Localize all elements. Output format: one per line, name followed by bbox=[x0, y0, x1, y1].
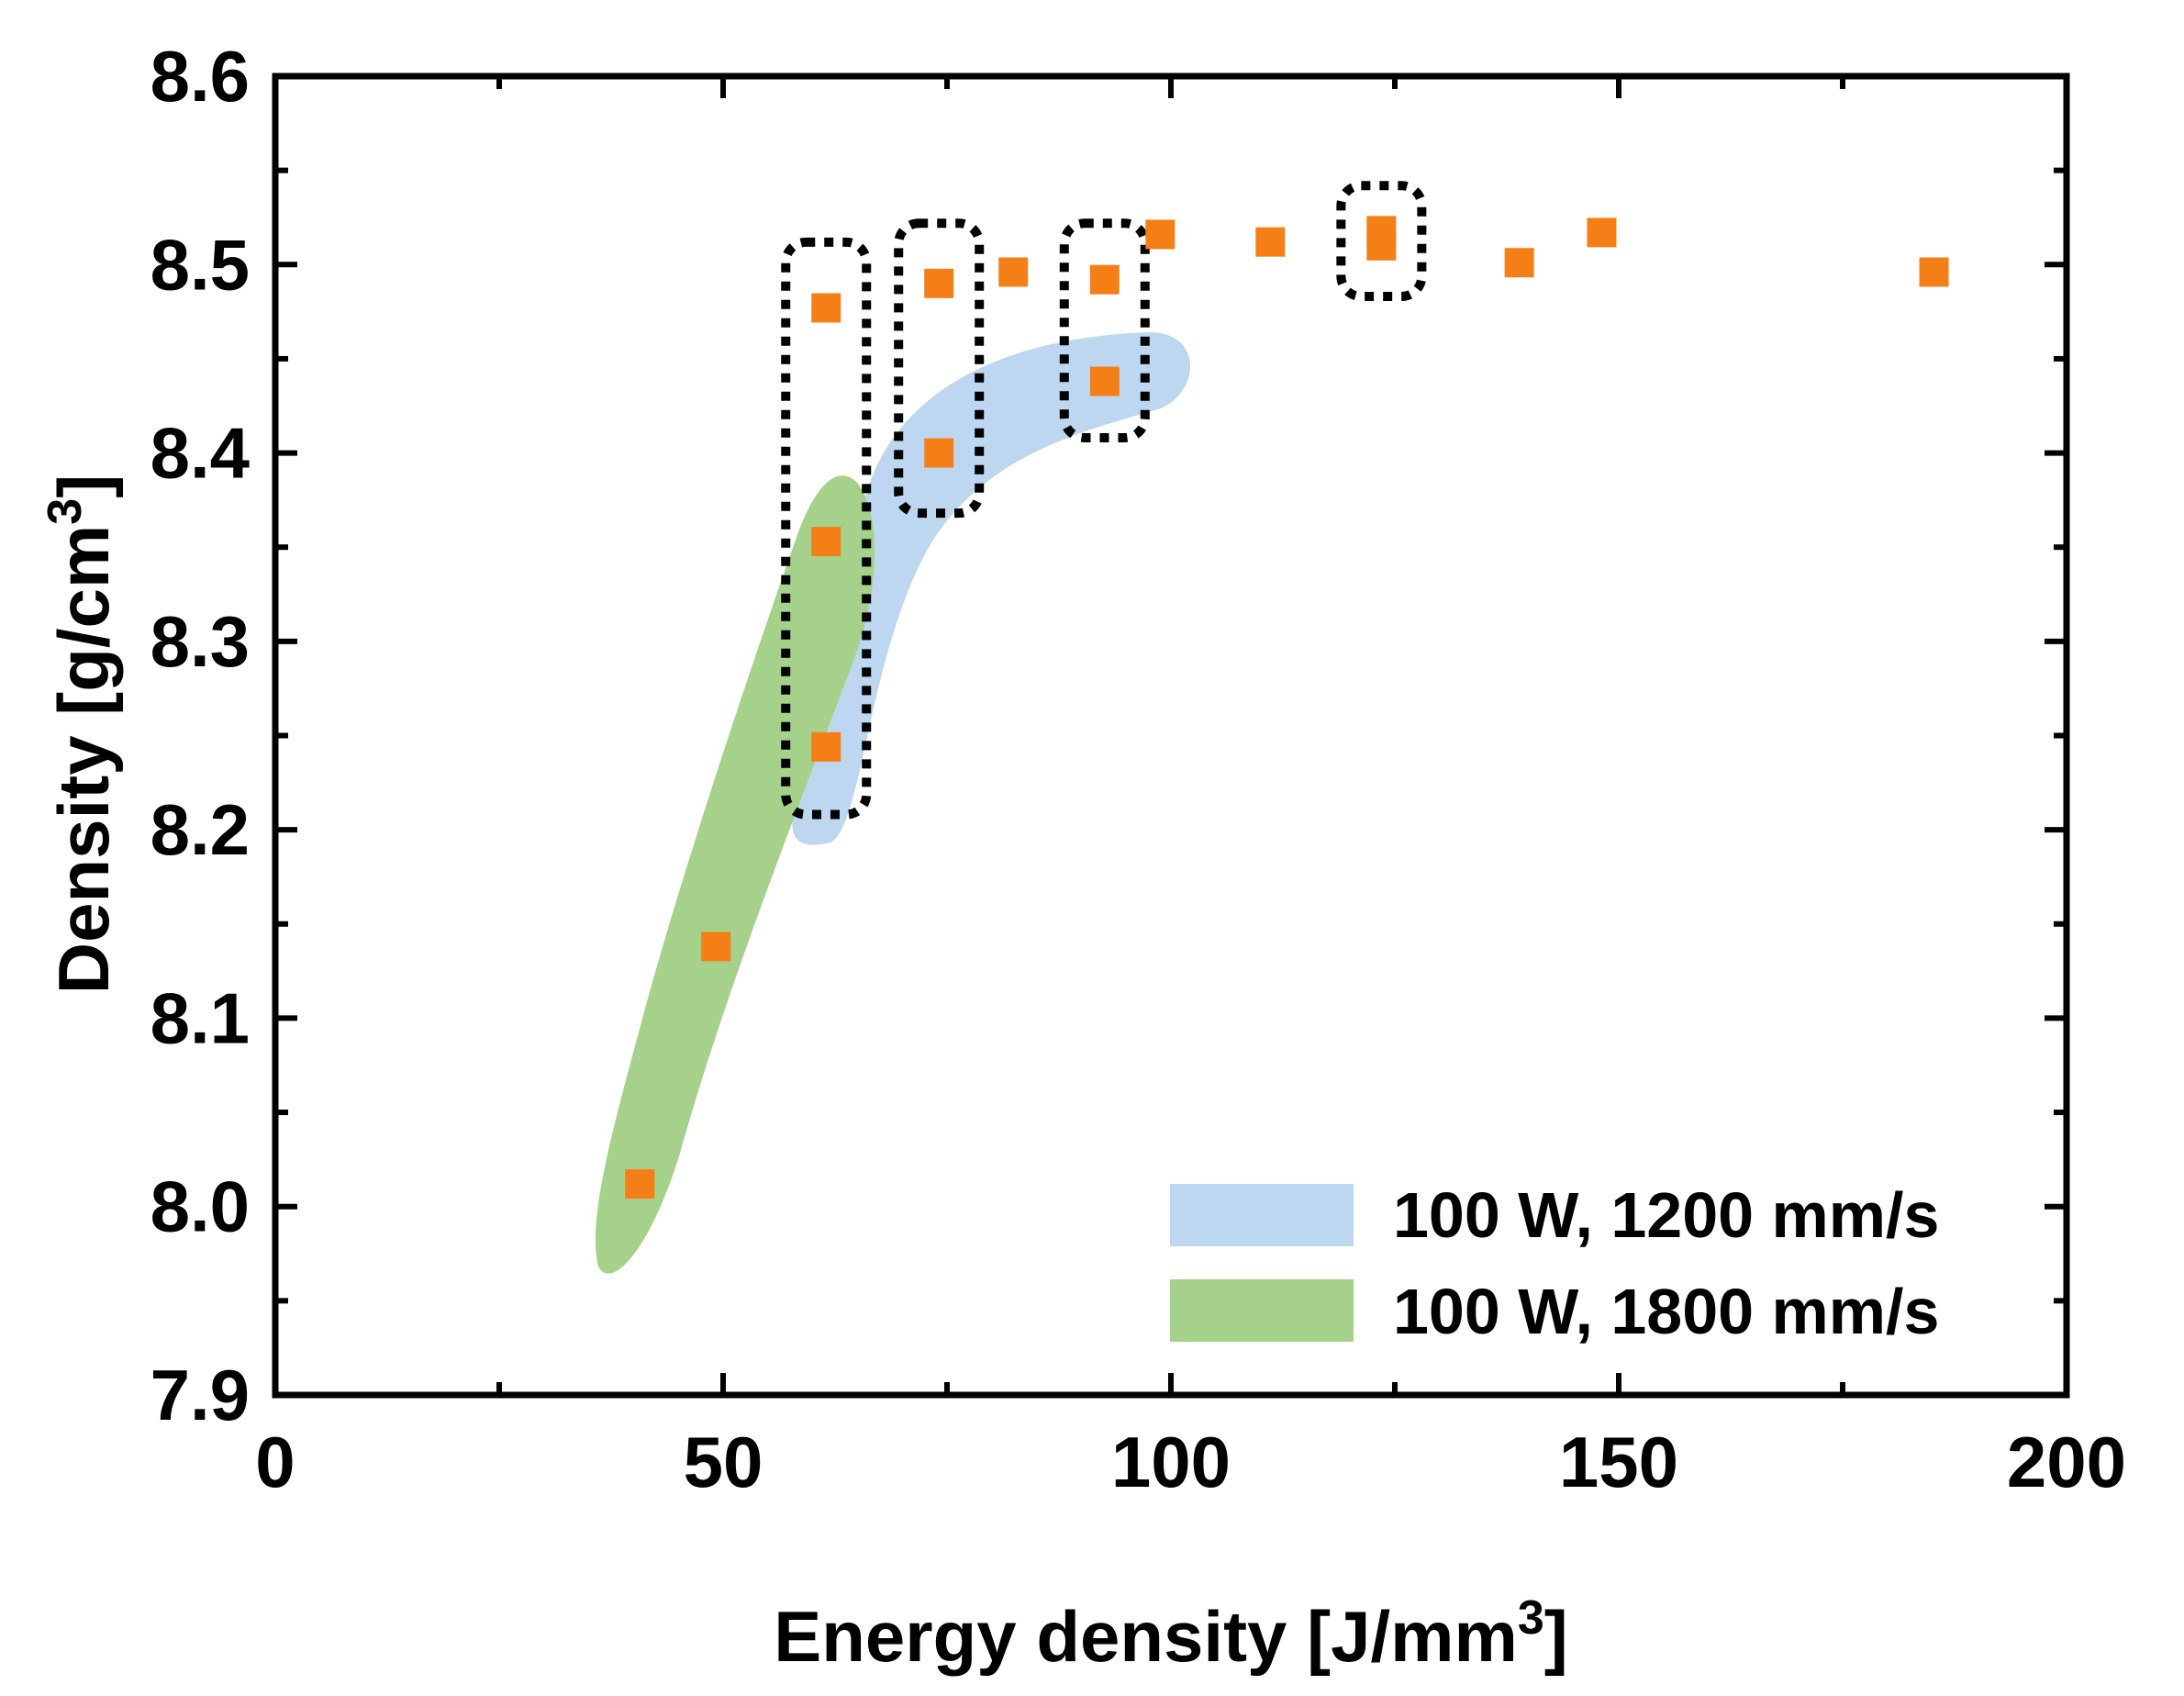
highlight-groups bbox=[781, 181, 1427, 820]
y-tick-label: 8.1 bbox=[150, 977, 250, 1058]
data-point bbox=[811, 731, 841, 762]
highlight-box bbox=[1059, 218, 1150, 442]
y-tick-label: 8.0 bbox=[150, 1166, 250, 1247]
data-point bbox=[625, 1169, 655, 1199]
x-axis-title: Energy density [J/mm3] bbox=[774, 1591, 1568, 1677]
legend-swatch-1800mms bbox=[1170, 1279, 1354, 1342]
data-point bbox=[998, 257, 1029, 287]
legend: 100 W, 1200 mm/s 100 W, 1800 mm/s bbox=[1170, 1179, 1939, 1347]
x-tick-label: 50 bbox=[684, 1422, 763, 1502]
data-point bbox=[1504, 248, 1534, 278]
legend-swatch-1200mms bbox=[1170, 1184, 1354, 1246]
region-1800mms bbox=[595, 475, 875, 1274]
x-tick-label: 0 bbox=[255, 1422, 295, 1502]
data-point bbox=[1255, 227, 1286, 257]
y-tick-label: 7.9 bbox=[150, 1355, 250, 1435]
region-1200mms bbox=[792, 331, 1191, 845]
data-point bbox=[1366, 216, 1397, 246]
highlight-box bbox=[894, 218, 985, 519]
data-point bbox=[1089, 366, 1120, 396]
legend-label-1200mms: 100 W, 1200 mm/s bbox=[1393, 1179, 1939, 1251]
data-markers bbox=[625, 216, 1949, 1199]
data-point bbox=[811, 527, 841, 557]
highlight-box bbox=[1336, 181, 1427, 302]
data-point bbox=[1919, 257, 1949, 287]
y-tick-label: 8.2 bbox=[150, 789, 250, 870]
x-tick-label: 100 bbox=[1111, 1422, 1231, 1502]
data-point bbox=[1145, 219, 1176, 250]
process-window-regions bbox=[595, 331, 1191, 1274]
axis-tick-labels: 0 50 100 150 200 7.9 8.0 8.1 8.2 8.3 8.4 8.5 8.6 bbox=[150, 36, 2127, 1502]
x-tick-label: 200 bbox=[2007, 1422, 2126, 1502]
data-point bbox=[924, 438, 954, 468]
y-axis-title: Density [g/cm3] bbox=[39, 474, 124, 994]
data-point bbox=[811, 293, 841, 323]
data-point bbox=[924, 268, 954, 298]
data-point bbox=[701, 932, 731, 962]
data-point bbox=[1587, 218, 1617, 248]
y-tick-label: 8.5 bbox=[150, 224, 250, 305]
x-tick-label: 150 bbox=[1559, 1422, 1678, 1502]
y-tick-label: 8.6 bbox=[150, 36, 250, 117]
highlight-box bbox=[781, 237, 872, 820]
y-tick-label: 8.3 bbox=[150, 601, 250, 682]
data-point bbox=[1089, 264, 1120, 295]
legend-label-1800mms: 100 W, 1800 mm/s bbox=[1393, 1276, 1939, 1347]
axis-ticks bbox=[273, 73, 2069, 1398]
y-tick-label: 8.4 bbox=[150, 413, 250, 494]
